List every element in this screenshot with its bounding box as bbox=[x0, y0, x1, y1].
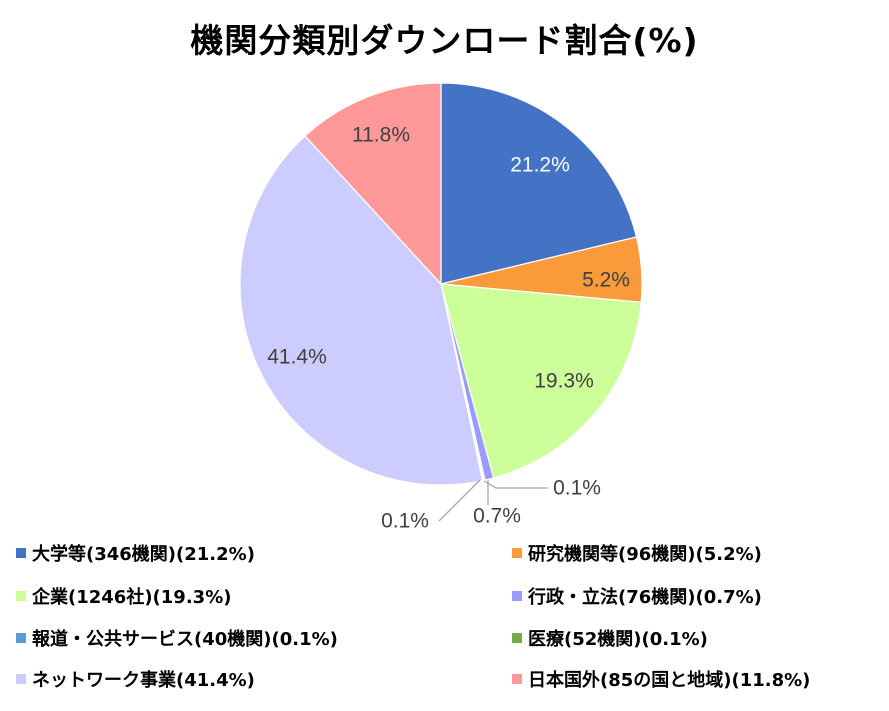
slice-data-label: 19.3% bbox=[534, 370, 594, 393]
pie-slice bbox=[304, 82, 442, 286]
slice-data-label: 41.4% bbox=[267, 346, 327, 369]
slice-data-label: 0.1% bbox=[553, 477, 601, 500]
slice-data-label: 21.2% bbox=[510, 154, 570, 177]
slice-data-label: 5.2% bbox=[582, 269, 630, 292]
leader-line bbox=[483, 480, 548, 489]
slice-data-label: 0.7% bbox=[473, 505, 521, 528]
slice-data-label: 0.1% bbox=[381, 510, 429, 533]
leader-line bbox=[438, 479, 481, 522]
pie-slice bbox=[239, 135, 484, 486]
pie-slice bbox=[440, 82, 638, 285]
pie-slice bbox=[440, 283, 642, 479]
chart-title: 機関分類別ダウンロード割合(%) bbox=[190, 21, 699, 60]
slice-data-label: 11.8% bbox=[352, 124, 410, 147]
